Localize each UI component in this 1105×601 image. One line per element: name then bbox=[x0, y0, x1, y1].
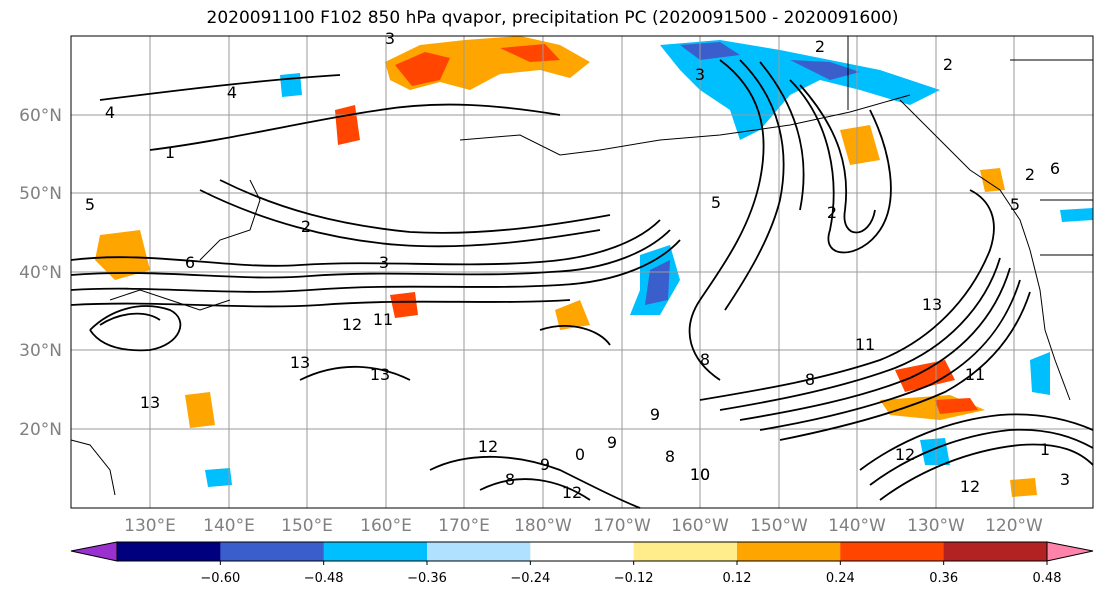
lon-label: 180°W bbox=[514, 516, 572, 536]
contour-label: 3 bbox=[695, 65, 705, 84]
precip-shading bbox=[95, 36, 1093, 497]
map-title: 2020091100 F102 850 hPa qvapor, precipit… bbox=[206, 8, 899, 28]
colorbar-tick-label: 0.24 bbox=[826, 571, 855, 586]
colorbar-segment bbox=[633, 542, 738, 561]
contour-label: 2 bbox=[1025, 165, 1035, 184]
colorbar-ticks: −0.60 −0.48 −0.36 −0.24 −0.12 0.12 0.24 0.36 0.4… bbox=[200, 561, 1062, 586]
colorbar-tick-label: −0.60 bbox=[200, 571, 240, 586]
colorbar-tick-label: 0.36 bbox=[929, 571, 958, 586]
contour-label: 3 bbox=[1060, 470, 1070, 489]
colorbar-left-extension bbox=[70, 541, 118, 562]
colorbar-tick-label: −0.48 bbox=[304, 571, 344, 586]
colorbar: −0.60 −0.48 −0.36 −0.24 −0.12 0.12 0.24 0.36 0.4… bbox=[70, 541, 1094, 586]
longitude-labels: 130°E 140°E 150°E 160°E 170°E 180°W 170°… bbox=[124, 516, 1043, 536]
colorbar-segment bbox=[427, 542, 531, 561]
contour-label: 10 bbox=[690, 465, 710, 484]
lat-label: 40°N bbox=[19, 263, 62, 283]
contour-label: 11 bbox=[965, 365, 985, 384]
coastlines bbox=[70, 36, 1093, 496]
lat-label: 50°N bbox=[19, 184, 62, 204]
gridlines bbox=[71, 36, 1093, 508]
contour-label: 9 bbox=[607, 433, 617, 452]
contour-label: 8 bbox=[665, 447, 675, 466]
contour-label: 0 bbox=[575, 445, 585, 464]
contour-label: 2 bbox=[815, 37, 825, 56]
lon-label: 170°W bbox=[593, 516, 651, 536]
map-panel bbox=[70, 35, 1094, 509]
contour-label: 5 bbox=[711, 193, 721, 212]
contour-label: 4 bbox=[227, 83, 237, 102]
contour-label: 8 bbox=[505, 470, 515, 489]
colorbar-tick-label: 0.48 bbox=[1033, 571, 1062, 586]
lat-label: 20°N bbox=[19, 420, 62, 440]
contour-label: 13 bbox=[290, 353, 310, 372]
colorbar-segments bbox=[116, 541, 1048, 562]
lat-label: 60°N bbox=[19, 106, 62, 126]
contour-label: 8 bbox=[805, 370, 815, 389]
contour-label: 13 bbox=[140, 393, 160, 412]
colorbar-tick-label: −0.12 bbox=[614, 571, 654, 586]
colorbar-segment bbox=[220, 542, 325, 561]
colorbar-tick-label: 0.12 bbox=[723, 571, 752, 586]
colorbar-segment bbox=[737, 542, 841, 561]
contour-label: 2 bbox=[827, 203, 837, 222]
contour-label: 3 bbox=[379, 253, 389, 272]
contour-label: 1 bbox=[165, 143, 175, 162]
lon-label: 130°E bbox=[124, 516, 176, 536]
qvapor-contours bbox=[70, 59, 1094, 509]
colorbar-segment bbox=[323, 542, 428, 561]
contour-label: 5 bbox=[85, 195, 95, 214]
contour-label: 11 bbox=[855, 335, 875, 354]
contour-label: 2 bbox=[943, 55, 953, 74]
contour-label: 12 bbox=[478, 437, 498, 456]
colorbar-tick-label: −0.24 bbox=[510, 571, 550, 586]
contour-label: 12 bbox=[342, 315, 362, 334]
contour-label: 13 bbox=[922, 295, 942, 314]
lon-label: 140°W bbox=[828, 516, 886, 536]
contour-label: 12 bbox=[895, 445, 915, 464]
contour-label: 2 bbox=[301, 217, 311, 236]
lon-label: 150°E bbox=[281, 516, 333, 536]
contour-label: 4 bbox=[105, 103, 115, 122]
colorbar-segment bbox=[943, 542, 1048, 561]
lon-label: 160°E bbox=[360, 516, 412, 536]
contour-label: 1 bbox=[1040, 440, 1050, 459]
colorbar-segment bbox=[530, 542, 635, 561]
contour-label: 6 bbox=[1050, 159, 1060, 178]
lon-label: 120°W bbox=[985, 516, 1043, 536]
contour-label: 5 bbox=[1010, 195, 1020, 214]
contour-label: 9 bbox=[540, 455, 550, 474]
contour-label: 12 bbox=[960, 477, 980, 496]
contour-label: 13 bbox=[370, 365, 390, 384]
contour-label: 8 bbox=[700, 350, 710, 369]
colorbar-segment bbox=[840, 542, 945, 561]
lon-label: 160°W bbox=[671, 516, 729, 536]
contour-label: 12 bbox=[562, 483, 582, 502]
lon-label: 130°W bbox=[907, 516, 965, 536]
lat-label: 30°N bbox=[19, 341, 62, 361]
colorbar-tick-label: −0.36 bbox=[407, 571, 447, 586]
contour-label: 6 bbox=[185, 253, 195, 272]
contour-label: 3 bbox=[385, 29, 395, 48]
contour-label: 11 bbox=[373, 310, 393, 329]
lon-label: 150°W bbox=[750, 516, 808, 536]
lon-label: 170°E bbox=[438, 516, 490, 536]
colorbar-right-extension bbox=[1046, 541, 1094, 562]
contour-label: 10 bbox=[690, 465, 710, 484]
latitude-labels: 60°N 50°N 40°N 30°N 20°N bbox=[19, 106, 62, 440]
colorbar-segment bbox=[117, 542, 221, 561]
contour-label: 9 bbox=[650, 405, 660, 424]
lon-label: 140°E bbox=[203, 516, 255, 536]
